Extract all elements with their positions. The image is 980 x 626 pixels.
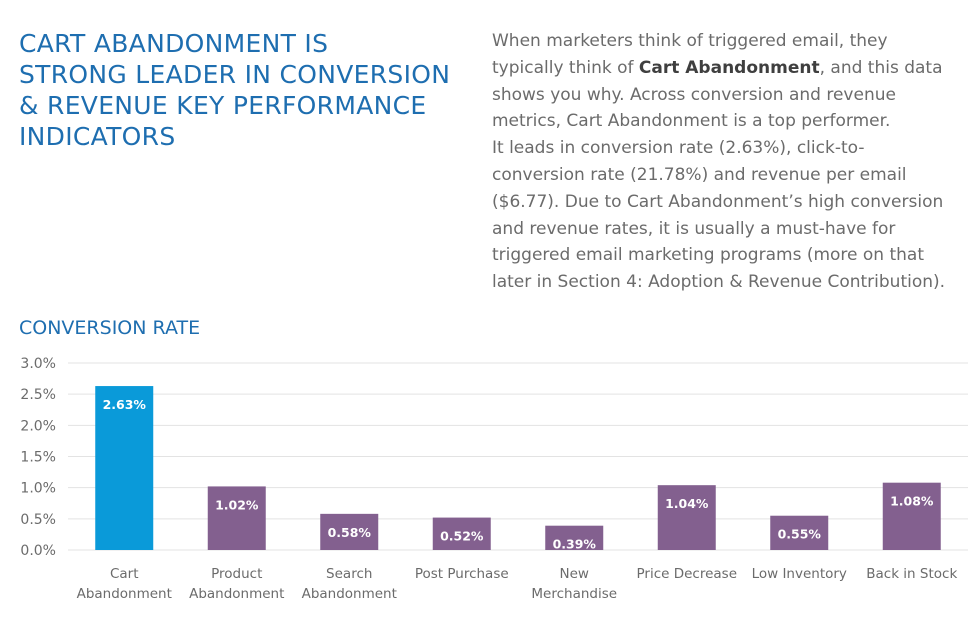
intro-line: triggered email marketing programs (more… (492, 245, 924, 266)
intro-line: ($6.77). Due to Cart Abandonment’s high … (492, 191, 944, 212)
title-line: STRONG LEADER IN CONVERSION (19, 60, 451, 89)
title-line: INDICATORS (19, 122, 176, 151)
title-line: & REVENUE KEY PERFORMANCE (19, 91, 427, 120)
bar-value-label: 0.58% (328, 525, 372, 540)
page-title: CART ABANDONMENT IS STRONG LEADER IN CON… (19, 28, 489, 152)
y-tick-label: 2.0% (20, 418, 56, 434)
chart-title: CONVERSION RATE (19, 317, 201, 339)
x-tick-label: New (560, 566, 589, 582)
x-tick-label: Post Purchase (415, 566, 509, 582)
bar (320, 513, 379, 550)
y-tick-label: 1.0% (20, 481, 56, 497)
intro-line: and revenue rates, it is usually a must-… (492, 218, 896, 239)
intro-emphasis: Cart Abandonment (638, 57, 820, 78)
bar (545, 525, 604, 550)
intro-text: , and this data (819, 57, 943, 78)
bar-value-label: 0.55% (778, 527, 822, 542)
bar-value-label: 0.52% (440, 529, 484, 544)
bar (882, 482, 941, 550)
x-tick-label: Abandonment (189, 586, 284, 602)
title-line: CART ABANDONMENT IS (19, 29, 329, 58)
intro-line: When marketers think of triggered email,… (492, 31, 888, 51)
bar (432, 517, 491, 550)
intro-line: shows you why. Across conversion and rev… (492, 84, 896, 105)
bar-value-label: 1.08% (890, 494, 934, 509)
intro-text: typically think of (492, 57, 639, 78)
bar-value-label: 0.39% (553, 537, 597, 552)
x-tick-label: Abandonment (302, 586, 397, 602)
intro-line: conversion rate (21.78%) and revenue per… (492, 164, 907, 185)
y-tick-label: 0.0% (20, 543, 56, 559)
x-tick-label: Merchandise (531, 586, 617, 602)
x-tick-label: Low Inventory (752, 566, 847, 582)
x-tick-label: Product (211, 566, 262, 582)
bar (770, 515, 829, 550)
x-tick-label: Price Decrease (636, 566, 737, 582)
bar-value-label: 2.63% (103, 397, 147, 412)
intro-paragraph: When marketers think of triggered email,… (492, 28, 962, 296)
intro-line: It leads in conversion rate (2.63%), cli… (492, 138, 865, 159)
y-tick-label: 1.5% (20, 450, 56, 466)
x-tick-label: Abandonment (77, 586, 172, 602)
intro-line: later in Section 4: Adoption & Revenue C… (492, 272, 946, 293)
y-tick-label: 3.0% (20, 356, 56, 372)
intro-line: metrics, Cart Abandonment is a top perfo… (492, 111, 891, 132)
intro-line: typically think of Cart Abandonment, and… (492, 55, 962, 82)
bar (95, 386, 154, 550)
bar (207, 486, 266, 550)
x-tick-label: Back in Stock (866, 566, 957, 582)
bar-value-label: 1.02% (215, 497, 259, 512)
y-tick-label: 0.5% (20, 512, 56, 528)
bar-value-label: 1.04% (665, 496, 709, 511)
x-tick-label: Search (326, 566, 372, 582)
bar (657, 485, 716, 550)
y-tick-label: 2.5% (20, 387, 56, 403)
x-tick-label: Cart (110, 566, 139, 582)
